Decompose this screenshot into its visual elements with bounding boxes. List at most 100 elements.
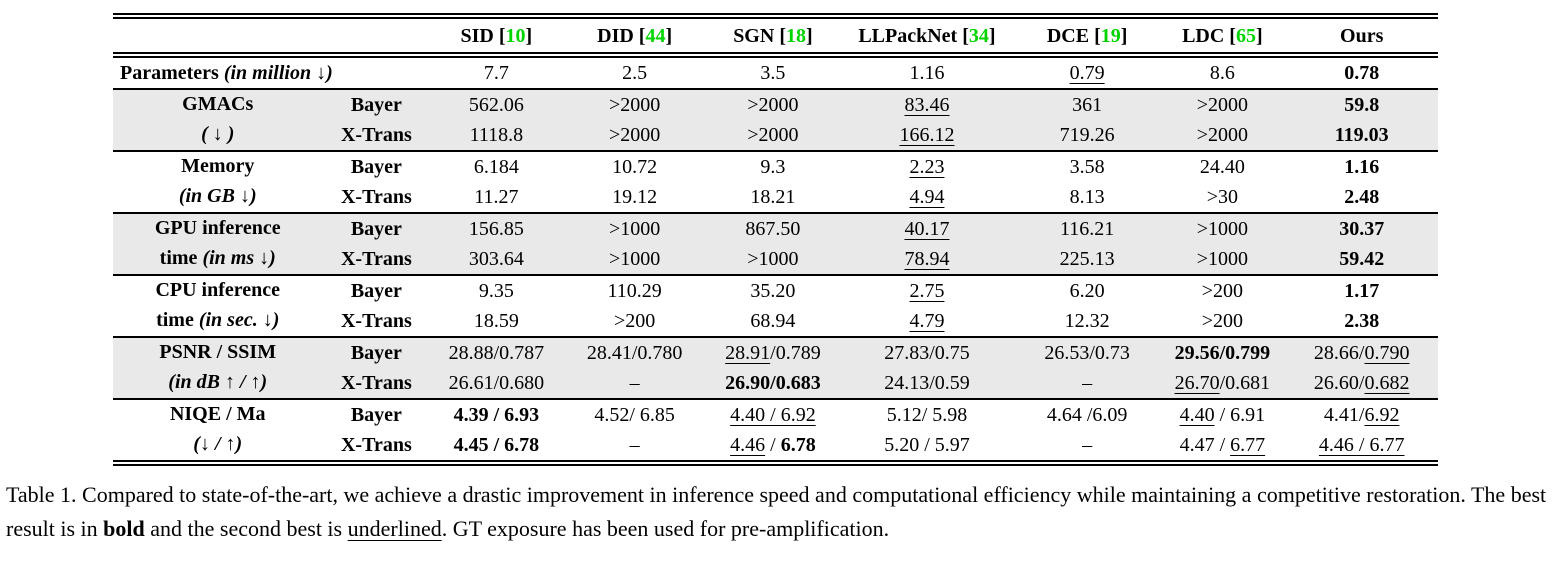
table-cell: 110.29: [562, 274, 707, 306]
text-segment: –: [629, 433, 640, 456]
table-row: X-Trans 18.59 >200 68.94 4.79 12.32 >200 2.38: [113, 306, 1438, 337]
text-segment: 27.83/0.75: [884, 341, 970, 364]
text-segment: 29.56/0.799: [1174, 341, 1271, 364]
table-cell: 28.41/0.780: [562, 336, 707, 368]
text-segment: Parameters: [120, 61, 224, 84]
text-segment: 7.7: [483, 61, 509, 84]
sensor-label: X-Trans: [322, 182, 430, 213]
table-cell: 24.13/0.59: [839, 368, 1015, 399]
table-cell: 116.21: [1014, 212, 1160, 244]
table-cell: 5.20 / 5.97: [839, 430, 1015, 463]
table-cell: 562.06: [430, 88, 563, 120]
text-segment: 24.13/0.59: [884, 371, 970, 394]
label-line-2: time (in sec. ↓): [117, 306, 318, 336]
method-header-did: DID [44]: [597, 24, 673, 47]
text-segment: 1.16: [1344, 155, 1380, 178]
table-body: Parameters (in million ↓) 7.7 2.5 3.5 1.16 0.…: [113, 55, 1438, 463]
method-name: SGN: [733, 24, 775, 47]
text-segment: 26.53/0.73: [1044, 341, 1130, 364]
text-segment: /: [765, 433, 781, 456]
sensor-name: Bayer: [350, 403, 402, 426]
table-cell: 361: [1014, 88, 1160, 120]
table-cell: >200: [1159, 274, 1286, 306]
table-cell: >200: [562, 306, 706, 337]
text-segment: GMACs: [182, 93, 254, 115]
table-head: SID [10] DID [44] SGN [18] LLPackNet [34] DC…: [113, 16, 1438, 55]
table-cell: 4.52/ 6.85: [562, 398, 707, 430]
table-cell: 4.46 / 6.78: [707, 430, 839, 463]
table-cell: 4.79: [839, 306, 1015, 337]
citation-link[interactable]: 34: [968, 24, 989, 47]
table-row: Memory (in GB ↓) Bayer 6.184 10.72 9.3 2.23 3.5…: [113, 150, 1438, 213]
citation-link[interactable]: 10: [505, 24, 526, 47]
text-segment: 59.42: [1339, 247, 1385, 270]
table-cell: 4.47 / 6.77: [1159, 430, 1285, 463]
text-segment: 2.38: [1344, 309, 1380, 332]
text-segment: >2000: [1196, 123, 1248, 146]
table-cell: >1000: [1159, 212, 1286, 244]
text-segment: Memory: [181, 155, 255, 177]
table-cell: >1000: [706, 244, 840, 275]
text-segment: 28.41/0.780: [586, 341, 683, 364]
method-header-llpacknet: LLPackNet [34]: [858, 24, 996, 47]
table-cell: 1118.8: [430, 120, 563, 151]
table-cell: 28.66/0.790: [1285, 336, 1438, 368]
text-segment: 1.17: [1344, 279, 1380, 302]
table-cell: 78.94: [839, 244, 1015, 275]
text-segment: / 6.91: [1214, 403, 1266, 426]
table-cell: 303.64: [430, 244, 563, 275]
method-name: LDC: [1182, 24, 1225, 47]
text-segment: 6.78: [780, 433, 816, 456]
table-cell: 2.75: [839, 274, 1015, 306]
table-caption: Table 1. Compared to state-of-the-art, w…: [6, 478, 1549, 546]
table-cell: 225.13: [1014, 244, 1160, 275]
table-cell: 4.45 / 6.78: [430, 430, 562, 463]
text-segment: >200: [613, 309, 656, 332]
table-cell: 867.50: [706, 212, 840, 244]
table-cell: 3.5: [707, 55, 839, 89]
citation-link[interactable]: 19: [1100, 24, 1121, 47]
text-segment: (in million ↓): [223, 61, 333, 84]
text-segment: . GT exposure has been used for pre-ampl…: [441, 516, 890, 541]
table-cell: 8.6: [1159, 55, 1285, 89]
text-segment: /0.681: [1219, 371, 1271, 394]
table-cell: 4.94: [839, 182, 1015, 213]
table-row: CPU inference time (in sec. ↓) Bayer 9.35 11…: [113, 274, 1438, 337]
label-line-1: GPU inference: [117, 214, 318, 244]
sensor-label: X-Trans: [322, 430, 430, 463]
table-cell: 4.39 / 6.93: [430, 398, 563, 430]
text-segment: >2000: [608, 123, 661, 146]
text-segment: 18.59: [473, 309, 519, 332]
text-segment: 6.184: [473, 155, 519, 178]
text-segment: Table 1. Compared to state-of-the-art, w…: [6, 482, 1547, 541]
label-line-2: (in dB ↑ / ↑): [117, 368, 318, 398]
text-segment: >1000: [608, 217, 661, 240]
citation-link[interactable]: 65: [1235, 24, 1256, 47]
text-segment: 166.12: [899, 123, 955, 146]
text-segment: (↓ / ↑): [193, 433, 243, 455]
table-cell: 4.46 / 6.77: [1285, 430, 1438, 463]
table-cell: 19.12: [562, 182, 706, 213]
text-segment: (in ms ↓): [202, 247, 276, 269]
table-cell: 4.64 /6.09: [1014, 398, 1160, 430]
text-segment: 4.47 /: [1179, 433, 1231, 456]
citation-link[interactable]: 44: [645, 24, 666, 47]
table-cell: 156.85: [430, 212, 563, 244]
text-segment: 6.77: [1230, 433, 1266, 456]
table-row: PSNR / SSIM (in dB ↑ / ↑) Bayer 28.88/0.787…: [113, 336, 1438, 399]
table-row: X-Trans 4.45 / 6.78 – 4.46 / 6.78 5.20 / 5.9…: [113, 430, 1438, 463]
row-group-label-memory: Memory (in GB ↓): [113, 150, 323, 213]
label-line-2: (↓ / ↑): [117, 430, 318, 460]
text-segment: time: [159, 247, 203, 269]
table-cell: 27.83/0.75: [839, 336, 1015, 368]
text-segment: 4.39 / 6.93: [453, 403, 540, 426]
text-segment: (in GB ↓): [178, 185, 257, 207]
table-cell: 166.12: [839, 120, 1015, 151]
text-segment: –: [1082, 371, 1093, 394]
citation-link[interactable]: 18: [785, 24, 806, 47]
text-segment: 2.5: [622, 61, 648, 84]
text-segment: 83.46: [904, 93, 950, 116]
text-segment: PSNR / SSIM: [159, 341, 277, 363]
table-cell: 2.23: [839, 150, 1015, 182]
text-segment: GPU inference: [154, 217, 281, 239]
